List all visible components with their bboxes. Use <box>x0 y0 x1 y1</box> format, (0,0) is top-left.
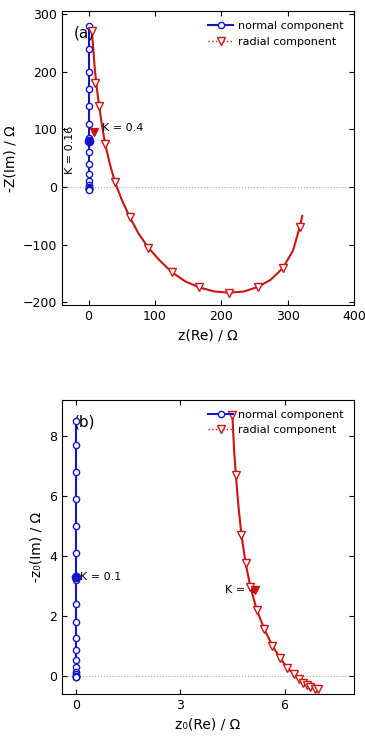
Text: (b): (b) <box>74 414 95 429</box>
Text: K = 4: K = 4 <box>226 585 256 595</box>
X-axis label: z(Re) / Ω: z(Re) / Ω <box>178 329 238 343</box>
Y-axis label: -z₀(Im) / Ω: -z₀(Im) / Ω <box>30 511 44 582</box>
Text: K = 0.16: K = 0.16 <box>65 125 75 174</box>
Text: (a): (a) <box>74 26 95 41</box>
Y-axis label: -Z(Im) / Ω: -Z(Im) / Ω <box>3 125 17 191</box>
Legend: normal component, radial component: normal component, radial component <box>204 16 349 51</box>
Legend: normal component, radial component: normal component, radial component <box>204 405 349 439</box>
Text: K = 0.1: K = 0.1 <box>80 571 122 582</box>
X-axis label: z₀(Re) / Ω: z₀(Re) / Ω <box>176 718 241 731</box>
Text: K = 0.4: K = 0.4 <box>102 122 143 133</box>
